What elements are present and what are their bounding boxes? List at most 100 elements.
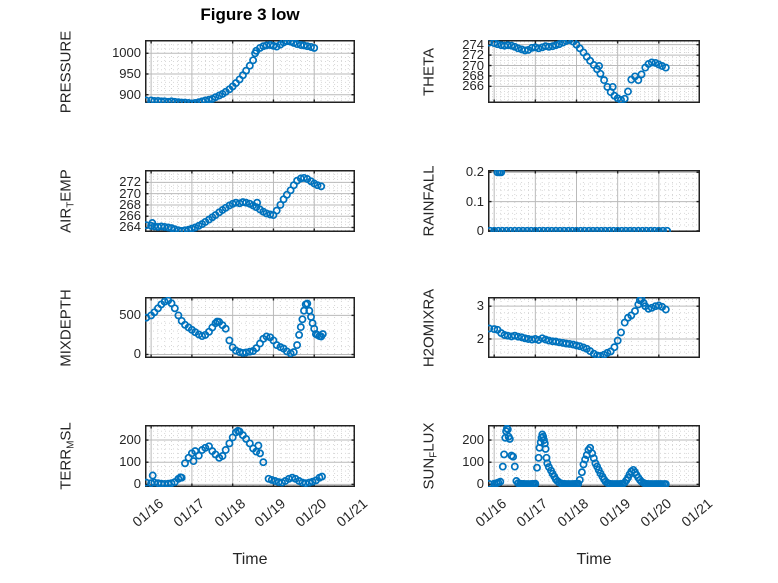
minor-grid	[145, 40, 355, 103]
air-temp-ytick-label: 268	[119, 196, 141, 212]
air-temp-ytick-label: 272	[119, 174, 141, 190]
x-tick-label: 01/16	[472, 495, 510, 530]
rainfall-ytick-label: 0.2	[465, 164, 484, 180]
axes-box	[488, 40, 700, 103]
ylabel-part: THETA	[420, 47, 438, 96]
major-grid	[488, 170, 700, 232]
mixdepth-ytick-label: 500	[119, 307, 141, 323]
mixdepth-ytick-label: 0	[133, 346, 141, 362]
axes-box	[488, 170, 700, 232]
ylabel-part: M	[65, 440, 76, 449]
pressure-ytick-label: 900	[119, 86, 141, 102]
ylabel-part: H2OMIXRA	[420, 288, 438, 367]
ylabel-part: EMP	[57, 169, 75, 202]
rainfall-ytick-label: 0	[476, 222, 484, 238]
h2omixra-ytick-label: 3	[476, 298, 484, 314]
x-tick-label: 01/19	[595, 495, 633, 530]
ylabel-part: TERR	[57, 448, 75, 490]
axes-box	[488, 425, 700, 487]
ylabel-part: F	[428, 451, 439, 458]
minor-grid	[145, 297, 355, 358]
tick-marks	[145, 425, 355, 487]
theta-ytick-label: 270	[462, 57, 484, 73]
axes-box	[145, 425, 355, 487]
air-temp-ytick-label: 270	[119, 185, 141, 201]
ylabel-part: AIR	[57, 207, 75, 233]
major-grid	[488, 297, 700, 358]
theta-ytick-label: 268	[462, 67, 484, 83]
pressure-ytick-label: 1000	[112, 45, 141, 61]
ylabel-part: MIXDEPTH	[57, 288, 75, 367]
data-series-markers	[145, 40, 319, 103]
terr-msl-ylabel: TERRMSL	[57, 422, 77, 490]
ylabel-part: RAINFALL	[420, 165, 438, 237]
theta-ytick-label: 274	[462, 36, 484, 52]
x-tick-label: 01/20	[292, 495, 330, 530]
tick-marks	[488, 170, 700, 232]
terr-msl-ytick-label: 200	[119, 432, 141, 448]
air-temp-ytick-label: 264	[119, 219, 141, 235]
axes-box	[145, 40, 355, 103]
air-temp-plot-area	[145, 170, 355, 232]
data-series-markers	[488, 40, 670, 103]
figure-title: Figure 3 low	[200, 5, 300, 24]
ylabel-part: SUN	[420, 457, 438, 490]
x-tick-label: 01/20	[636, 495, 675, 530]
rainfall-ylabel: RAINFALL	[421, 166, 438, 237]
sun-flux-plot-area	[488, 425, 700, 487]
terr-msl-plot-area	[145, 425, 355, 487]
x-tick-label: 01/18	[210, 495, 248, 530]
x-tick-label: 01/18	[554, 495, 592, 530]
x-tick-label: 01/21	[333, 495, 371, 530]
data-series-markers	[145, 173, 326, 232]
tick-marks	[488, 297, 700, 358]
data-series-markers	[488, 170, 672, 232]
h2omixra-plot-area	[488, 297, 700, 358]
ylabel-part: SL	[57, 422, 75, 441]
mixdepth-plot-area	[145, 297, 355, 358]
pressure-ylabel: PRESSURE	[58, 30, 75, 113]
sun-flux-ytick-label: 0	[476, 476, 484, 492]
terr-msl-ytick-label: 100	[119, 454, 141, 470]
ylabel-part: PRESSURE	[57, 30, 75, 113]
x-tick-label: 01/19	[251, 495, 289, 530]
ylabel-part: LUX	[420, 422, 438, 452]
rainfall-plot-area	[488, 170, 700, 232]
sun-flux-ytick-label: 200	[462, 432, 484, 448]
minor-grid	[488, 425, 700, 487]
mixdepth-ylabel: MIXDEPTH	[58, 289, 75, 367]
data-series-markers	[145, 426, 326, 487]
axes-box	[145, 170, 355, 232]
air-temp-ylabel: AIRTEMP	[57, 169, 77, 233]
theta-ytick-label: 266	[462, 78, 484, 94]
data-series-markers	[488, 425, 670, 487]
rainfall-ytick-label: 0.1	[465, 193, 484, 209]
ylabel-part: T	[65, 201, 76, 208]
x-axis-label-right: Time	[576, 551, 612, 568]
theta-ytick-label: 272	[462, 47, 484, 63]
data-series-markers	[145, 297, 327, 358]
axes-box	[145, 297, 355, 358]
minor-grid	[145, 425, 355, 487]
x-tick-label: 01/17	[513, 495, 551, 530]
x-tick-label: 01/17	[170, 495, 208, 530]
minor-grid	[488, 170, 700, 232]
pressure-ytick-label: 950	[119, 65, 141, 81]
x-axis-label-left: Time	[232, 551, 268, 568]
terr-msl-ytick-label: 0	[133, 476, 141, 492]
pressure-plot-area	[145, 40, 355, 103]
data-series-markers	[488, 297, 670, 358]
x-tick-label: 01/21	[678, 495, 716, 530]
h2omixra-ylabel: H2OMIXRA	[421, 288, 438, 366]
air-temp-ytick-label: 266	[119, 208, 141, 224]
x-tick-label: 01/16	[129, 495, 167, 530]
h2omixra-ytick-label: 2	[476, 330, 484, 346]
sun-flux-ytick-label: 100	[462, 454, 484, 470]
tick-marks	[145, 297, 355, 358]
tick-marks	[488, 40, 700, 103]
sun-flux-ylabel: SUNFLUX	[420, 422, 440, 490]
theta-plot-area	[488, 40, 700, 103]
theta-ylabel: THETA	[421, 47, 438, 95]
major-grid	[145, 425, 355, 487]
